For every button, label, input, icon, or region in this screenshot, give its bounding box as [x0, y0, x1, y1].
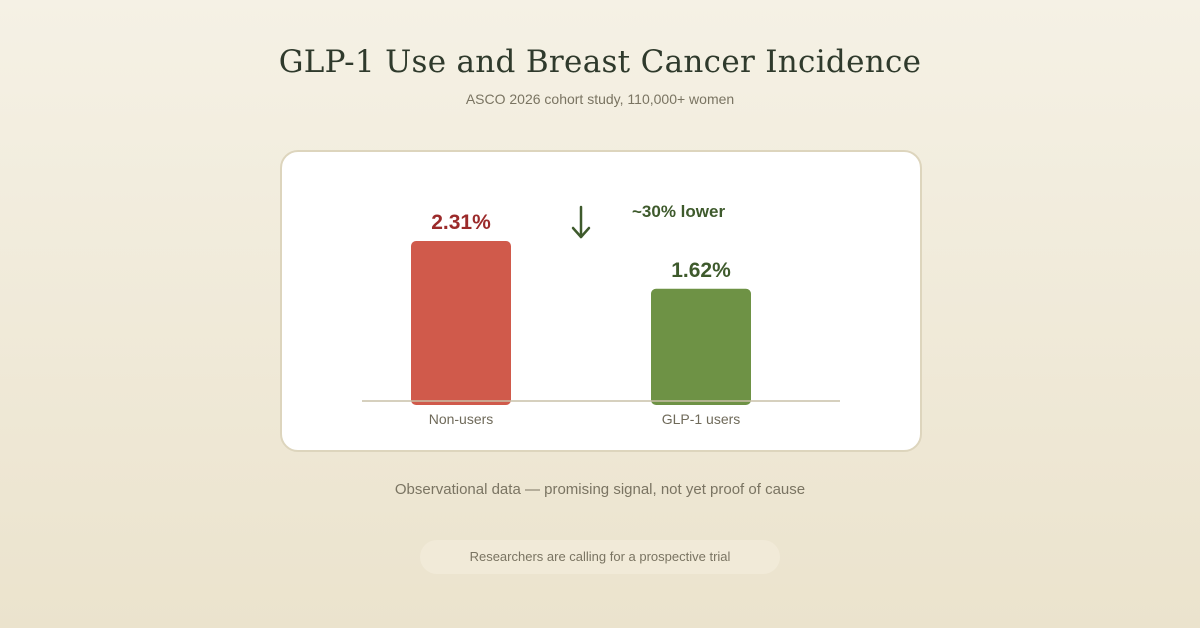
page-title: GLP-1 Use and Breast Cancer Incidence [278, 44, 922, 80]
category-label-1: Non-users [429, 411, 494, 427]
down-arrow-icon [571, 205, 591, 239]
page-subtitle: ASCO 2026 cohort study, 110,000+ women [465, 91, 735, 107]
value-label-2: 1.62% [671, 259, 731, 282]
bar-1 [411, 241, 511, 405]
value-label-1: 2.31% [431, 211, 491, 234]
annotation-label: ~30% lower [632, 202, 725, 221]
callout-pill: Researchers are calling for a prospectiv… [420, 540, 780, 574]
footnote: Observational data — promising signal, n… [394, 481, 806, 498]
bar-2 [651, 288, 751, 405]
category-label-2: GLP-1 users [662, 411, 741, 427]
chart-card: 2.31% Non-users 1.62% GLP-1 users ~30% lower [280, 150, 922, 452]
bar-chart: 2.31% Non-users 1.62% GLP-1 users ~30% lower [362, 202, 840, 427]
